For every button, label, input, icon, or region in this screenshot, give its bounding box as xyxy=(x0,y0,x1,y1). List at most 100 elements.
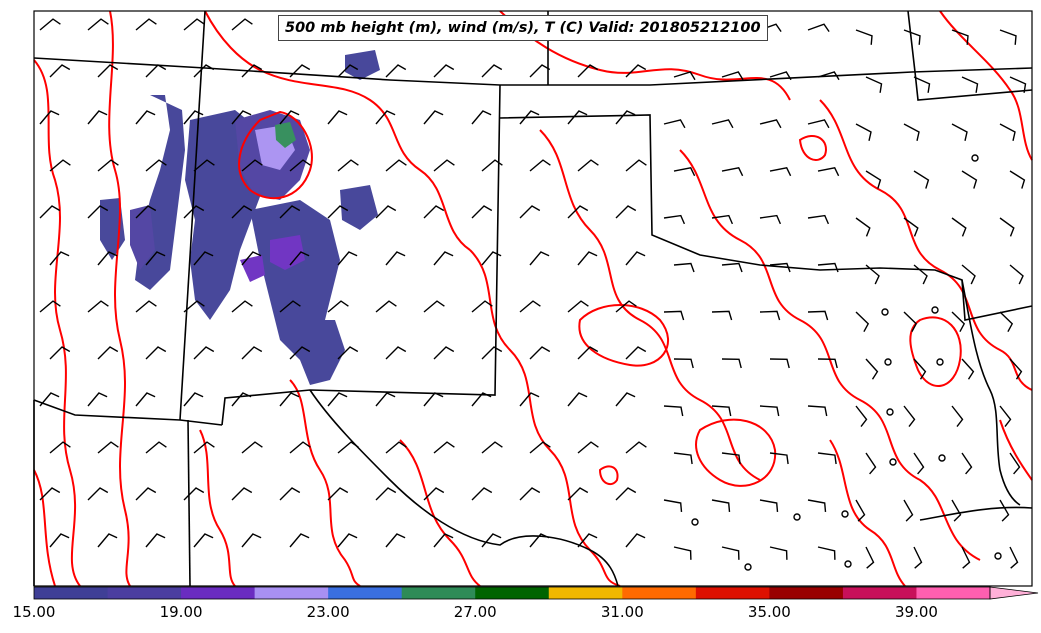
wind-barb xyxy=(711,499,731,512)
calm-wind-circle xyxy=(881,308,889,316)
wind-barb xyxy=(999,311,1014,333)
wind-barb xyxy=(913,452,925,475)
wind-barb xyxy=(759,499,779,512)
wind-barb xyxy=(865,546,875,569)
colorbar-tick-label: 35.00 xyxy=(747,603,791,621)
colorbar-segment xyxy=(181,587,256,599)
wind-barb xyxy=(807,310,829,321)
wind-barb xyxy=(49,533,70,548)
colorbar-segment xyxy=(916,587,991,599)
wind-barb xyxy=(423,110,444,125)
wind-barb xyxy=(721,167,744,177)
wind-barb xyxy=(241,251,262,266)
wind-barb xyxy=(231,300,253,313)
wind-barb xyxy=(135,487,157,501)
wind-barb xyxy=(855,123,872,141)
wind-barb xyxy=(337,533,358,548)
calm-wind-circle xyxy=(994,552,1002,560)
wind-barb xyxy=(481,251,502,266)
wind-barb xyxy=(39,300,61,313)
wind-barb xyxy=(97,441,119,454)
colorbar-segment xyxy=(842,587,917,599)
wind-barb xyxy=(807,405,828,417)
wind-barb xyxy=(145,251,166,266)
wind-barb xyxy=(327,205,349,219)
wind-barb xyxy=(279,300,301,313)
wind-barb xyxy=(231,392,252,407)
wind-barb xyxy=(807,119,830,129)
calm-wind-circle xyxy=(889,458,897,466)
boundaries xyxy=(33,10,1033,587)
wind-barb xyxy=(913,358,927,380)
map-background xyxy=(34,11,1032,586)
wind-barb xyxy=(865,452,877,475)
wind-barb xyxy=(433,159,455,172)
wind-barb xyxy=(1009,546,1019,569)
wind-barb xyxy=(615,300,637,313)
calm-wind-circle xyxy=(938,454,946,462)
wind-barb xyxy=(279,487,301,501)
calm-wind-circle xyxy=(691,518,699,526)
wind-barb xyxy=(375,392,396,407)
wind-barb xyxy=(903,499,914,522)
wind-barb xyxy=(567,487,589,501)
wind-barb xyxy=(673,358,694,369)
wind-barb xyxy=(759,310,781,321)
wind-barb xyxy=(711,119,734,129)
wind-barb xyxy=(433,533,454,548)
wind-barb xyxy=(49,159,71,172)
wind-barb xyxy=(865,76,883,93)
wind-barb xyxy=(145,64,167,78)
wind-barb xyxy=(519,392,540,407)
wind-barb xyxy=(759,119,782,129)
wind-barb xyxy=(193,441,215,454)
colorbar-segment xyxy=(695,587,770,599)
wind-barb xyxy=(193,159,215,172)
wind-barb xyxy=(769,358,790,369)
wind-barb xyxy=(87,487,109,501)
wind-barb xyxy=(577,159,599,172)
wind-barb xyxy=(951,311,966,333)
wind-barb xyxy=(135,18,157,31)
calm-wind-circle xyxy=(884,358,892,366)
wind-barb xyxy=(711,214,734,225)
wind-barb xyxy=(87,300,109,313)
wind-barb xyxy=(567,205,589,219)
wind-barb xyxy=(999,217,1015,237)
wind-barb xyxy=(279,392,300,407)
wind-barb xyxy=(625,159,647,172)
wind-barb xyxy=(231,18,253,31)
wind-barb xyxy=(961,358,975,380)
colorbar-tick-label: 39.00 xyxy=(894,603,938,621)
wind-barb xyxy=(769,546,788,560)
wind-barb xyxy=(615,110,636,125)
wind-barb xyxy=(241,533,262,548)
wind-barb xyxy=(855,217,871,237)
wind-barb xyxy=(97,533,118,548)
wind-barb xyxy=(481,346,503,360)
wind-barb xyxy=(673,452,693,465)
wind-barb xyxy=(135,392,156,407)
wind-barb xyxy=(231,487,253,501)
wind-barb xyxy=(855,311,870,333)
wind-barb xyxy=(999,405,1012,428)
wind-barb xyxy=(481,64,503,78)
wind-barb xyxy=(769,71,792,81)
wind-barb xyxy=(97,346,119,360)
wind-barb xyxy=(721,452,741,465)
colorbar-outline xyxy=(33,586,991,600)
wind-barb xyxy=(961,76,979,93)
colorbar xyxy=(33,586,1039,600)
wind-barb xyxy=(951,405,964,428)
wind-barb xyxy=(241,441,263,454)
wind-barb xyxy=(625,251,646,266)
wind-barb xyxy=(97,251,118,266)
map-area xyxy=(33,10,1033,587)
wind-barb xyxy=(375,110,396,125)
wind-barb xyxy=(289,533,310,548)
calm-wind-circle xyxy=(931,306,939,314)
wind-barb xyxy=(999,29,1017,45)
colorbar-tick-label: 31.00 xyxy=(600,603,644,621)
wind-barb xyxy=(769,167,792,177)
wind-barb xyxy=(663,499,683,512)
